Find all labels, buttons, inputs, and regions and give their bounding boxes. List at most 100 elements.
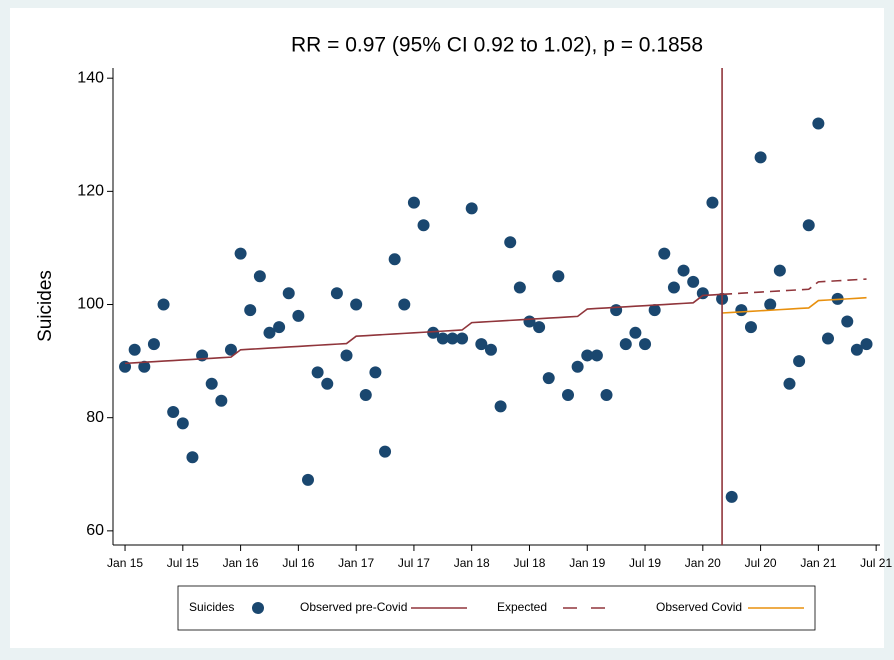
data-point	[359, 389, 372, 402]
data-point	[147, 338, 160, 351]
data-point	[456, 332, 469, 345]
data-point	[793, 355, 806, 368]
x-tick-label: Jan 21	[800, 556, 836, 570]
x-tick-label: Jul 19	[629, 556, 661, 570]
x-tick-label: Jul 18	[513, 556, 545, 570]
data-point	[581, 349, 594, 362]
data-point	[802, 219, 815, 232]
data-point	[658, 247, 671, 260]
data-point	[292, 309, 305, 322]
data-point	[513, 281, 526, 294]
panel	[10, 8, 884, 648]
data-point	[417, 219, 430, 232]
legend-label: Observed pre-Covid	[300, 600, 407, 614]
data-point	[157, 298, 170, 311]
series-line	[124, 293, 723, 365]
data-point	[234, 247, 247, 260]
x-tick-label: Jan 16	[223, 556, 259, 570]
data-point	[176, 417, 189, 430]
data-point	[186, 451, 199, 464]
data-point	[244, 304, 257, 317]
data-point	[590, 349, 603, 362]
legend-label: Observed Covid	[656, 600, 742, 614]
data-point	[841, 315, 854, 328]
data-point	[571, 360, 584, 373]
legend	[177, 585, 816, 631]
data-point	[706, 196, 719, 209]
data-point	[465, 202, 478, 215]
data-point	[648, 304, 661, 317]
x-tick-label: Jul 16	[282, 556, 314, 570]
data-point	[398, 298, 411, 311]
data-point	[321, 377, 334, 390]
data-point	[273, 321, 286, 334]
data-point	[167, 406, 180, 419]
data-point	[340, 349, 353, 362]
y-tick-label: 120	[77, 183, 104, 200]
x-tick-label: Jul 21	[860, 556, 892, 570]
data-point	[667, 281, 680, 294]
data-point	[311, 366, 324, 379]
data-point	[504, 236, 517, 249]
chart-title: RR = 0.97 (95% CI 0.92 to 1.02), p = 0.1…	[291, 34, 703, 57]
data-point	[436, 332, 449, 345]
data-point	[783, 377, 796, 390]
legend-label: Suicides	[189, 600, 234, 614]
data-point	[552, 270, 565, 283]
data-point	[629, 326, 642, 339]
data-point	[639, 338, 652, 351]
data-point	[600, 389, 613, 402]
data-point	[725, 490, 738, 503]
data-point	[533, 321, 546, 334]
data-point	[475, 338, 488, 351]
data-point	[407, 196, 420, 209]
data-point	[484, 343, 497, 356]
data-point	[677, 264, 690, 277]
data-point	[822, 332, 834, 345]
data-point	[446, 332, 459, 345]
data-point	[735, 304, 748, 317]
data-point	[619, 338, 632, 351]
data-point	[330, 287, 343, 300]
data-point	[850, 343, 863, 356]
data-point	[369, 366, 382, 379]
series-line	[722, 278, 867, 296]
data-point	[350, 298, 363, 311]
y-tick-label: 100	[77, 296, 104, 313]
data-point	[302, 473, 314, 486]
x-tick-label: Jan 18	[454, 556, 490, 570]
y-tick-label: 140	[77, 69, 104, 86]
y-tick-label: 60	[86, 522, 104, 539]
data-point	[860, 338, 873, 351]
x-tick-label: Jan 19	[569, 556, 605, 570]
data-point	[773, 264, 786, 277]
series-line	[722, 296, 867, 314]
data-point	[542, 372, 555, 385]
data-point	[205, 377, 218, 390]
data-point	[687, 275, 700, 288]
x-tick-label: Jul 17	[398, 556, 430, 570]
data-point	[427, 326, 440, 339]
data-point	[610, 304, 623, 317]
data-point	[562, 389, 574, 402]
data-point	[754, 151, 767, 164]
y-axis-label: Suicides	[35, 270, 56, 342]
data-point	[388, 253, 401, 266]
data-point	[282, 287, 295, 300]
data-point	[379, 445, 392, 458]
data-point	[764, 298, 777, 311]
data-point	[812, 117, 825, 130]
data-point	[263, 326, 276, 339]
x-tick-label: Jan 20	[685, 556, 721, 570]
data-point	[696, 287, 709, 300]
legend-marker	[252, 602, 264, 614]
x-tick-label: Jan 15	[107, 556, 143, 570]
data-point	[128, 343, 141, 356]
data-point	[744, 321, 757, 334]
data-point	[253, 270, 266, 283]
data-point	[494, 400, 507, 413]
x-tick-label: Jul 15	[167, 556, 199, 570]
data-point	[215, 394, 228, 407]
